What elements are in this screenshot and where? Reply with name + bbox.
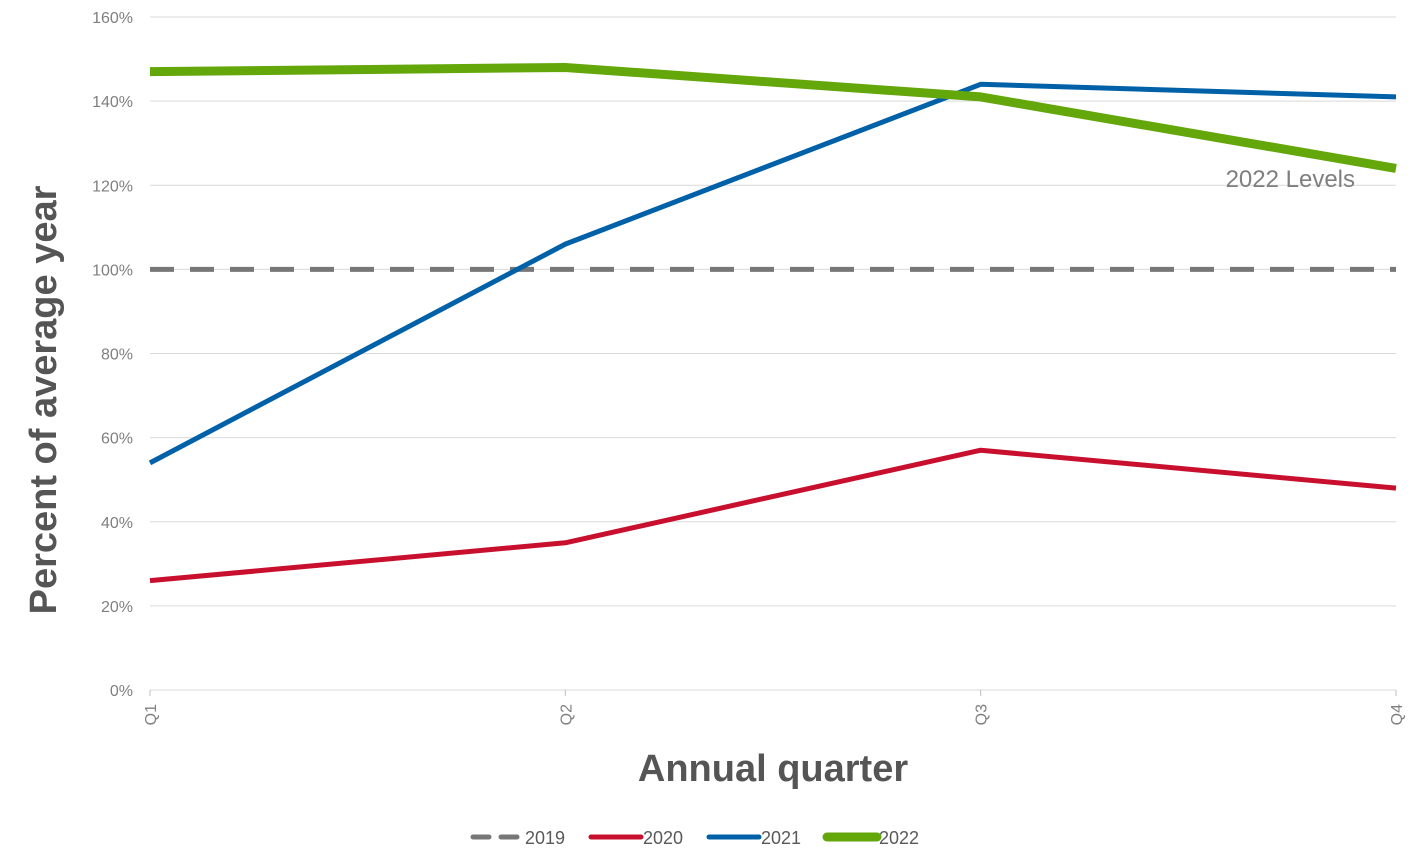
x-tick-label: Q1 [143,704,160,725]
series-line-2020 [149,447,1397,584]
legend-label-2021: 2021 [761,828,801,848]
x-tick-label: Q3 [974,704,991,725]
gridlines [150,16,1396,691]
series-line-2021 [148,81,1397,466]
y-tick-label: 120% [92,178,133,195]
y-tick-label: 100% [92,262,133,279]
x-tick-label: Q4 [1389,704,1406,725]
y-tick-label: 20% [101,599,133,616]
y-tick-label: 80% [101,347,133,364]
annotation-2022-levels: 2022 Levels [1226,166,1355,193]
legend-label-2019: 2019 [525,828,565,848]
legend-label-2022: 2022 [879,828,919,848]
y-tick-label: 40% [101,515,133,532]
x-tick-labels: Q1 Q2 Q3 Q4 [143,690,1406,725]
y-axis-title: Percent of average year [23,185,65,614]
series-line-2022 [149,62,1397,173]
legend-label-2020: 2020 [643,828,683,848]
series-lines [148,62,1397,584]
x-axis-title: Annual quarter [638,748,908,790]
y-tick-labels: 0% 20% 40% 60% 80% 100% 120% 140% 160% [92,10,133,700]
legend: 2019 2020 2021 2022 [470,828,919,848]
y-tick-label: 140% [92,94,133,111]
x-tick-label: Q2 [558,704,575,725]
y-tick-label: 60% [101,431,133,448]
y-tick-label: 160% [92,10,133,27]
y-tick-label: 0% [110,683,133,700]
